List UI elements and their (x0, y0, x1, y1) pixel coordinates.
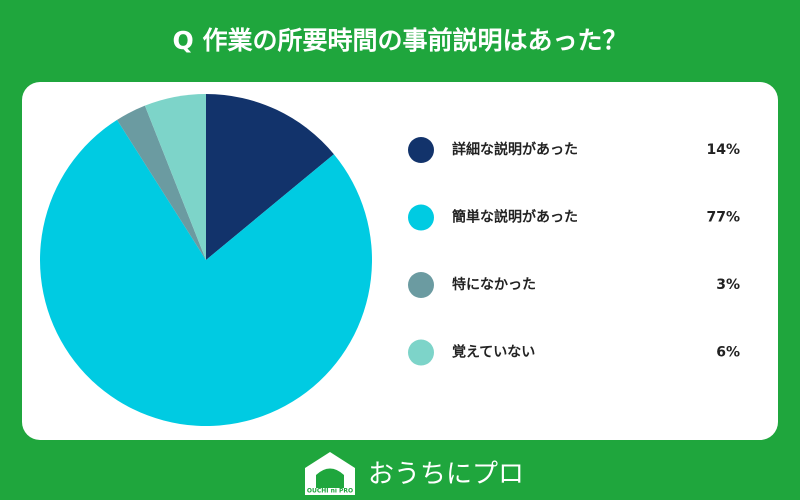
legend-label: 簡単な説明があった (452, 209, 578, 226)
value-label: 6% (716, 345, 740, 361)
value-label: 3% (716, 277, 740, 293)
pie-slice (144, 94, 206, 260)
pie-slice (117, 105, 206, 260)
chart-title: Q 作業の所要時間の事前説明はあった？ (173, 26, 628, 55)
logo: OUCHI ni PRO (305, 452, 355, 495)
legend-swatch (408, 339, 434, 366)
logo-door (316, 468, 344, 488)
value-label: 77% (706, 210, 740, 226)
legend-swatch (408, 272, 434, 298)
legend-swatch (408, 137, 434, 163)
value-label: 14% (706, 142, 740, 158)
pie-slice (206, 94, 334, 260)
legend-label: 特になかった (452, 276, 536, 293)
logo-text: OUCHI ni PRO (307, 488, 353, 495)
legend-label: 覚えていない (452, 344, 535, 361)
legend-swatch (408, 204, 434, 231)
legend-label: 詳細な説明があった (452, 141, 578, 158)
brand-name: おうちにプロ (368, 460, 524, 490)
pie-slice (39, 119, 372, 427)
